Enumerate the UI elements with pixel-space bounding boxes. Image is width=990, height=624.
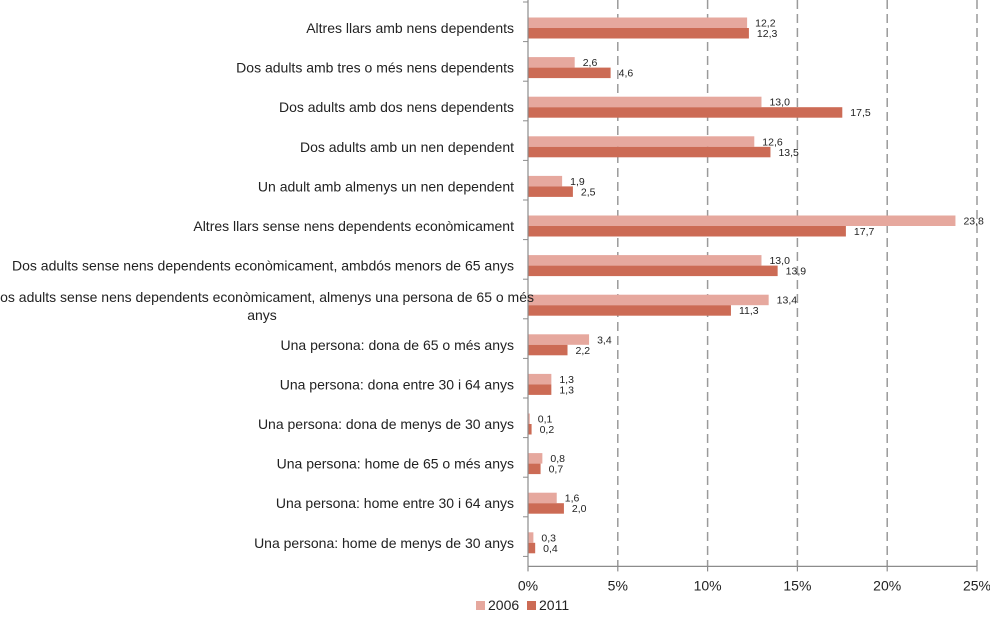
bar-2011: [528, 305, 731, 316]
bar-2011: [528, 186, 573, 197]
data-label-2011: 0,4: [543, 543, 558, 555]
bar-2011: [528, 265, 778, 277]
x-tick-label: 15%: [783, 577, 811, 593]
category-label: Dos adults sense nens dependents econòmi…: [12, 258, 514, 274]
category-label: Altres llars amb nens dependents: [306, 20, 514, 36]
data-label-2006: 0,8: [550, 453, 565, 465]
bar-2006: [528, 255, 762, 266]
bar-2011: [528, 146, 771, 158]
data-label-2006: 1,3: [559, 374, 574, 386]
data-label-2006: 0,1: [538, 414, 553, 426]
y-axis: [523, 0, 978, 572]
data-label-2011: 1,3: [559, 384, 574, 396]
bar-2011: [528, 344, 568, 356]
category-label: Un adult amb almenys un nen dependent: [258, 178, 514, 194]
bar-2006: [528, 532, 534, 543]
data-label-2011: 17,7: [854, 226, 875, 238]
category-label: Dos adults sense nens dependents econòmi…: [0, 289, 534, 323]
data-label-2011: 2,5: [581, 186, 596, 198]
bar-2011: [528, 463, 541, 475]
data-label-2011: 11,3: [739, 305, 759, 317]
legend-swatch-2006: [476, 601, 485, 610]
bar-2006: [528, 136, 755, 147]
category-label: Altres llars sense nens dependents econò…: [193, 218, 514, 234]
bar-2006: [528, 215, 956, 226]
data-label-2006: 2,6: [583, 57, 598, 69]
data-label-2006: 13,0: [769, 97, 790, 109]
bar-2011: [528, 542, 536, 554]
bar-2006: [528, 453, 543, 464]
bar-2006: [528, 492, 557, 504]
data-label-2006: 13,0: [769, 255, 790, 267]
bars: [528, 17, 956, 554]
data-labels: 12,212,3 2,6 4,6 13,0 17,5 12,613,5 1,92,5 23,8…: [538, 18, 984, 555]
category-label: Una persona: dona entre 30 i 64 anys: [280, 376, 514, 392]
category-label: Una persona: home de 65 o més anys: [277, 456, 514, 472]
data-label-2011: 4,6: [619, 68, 634, 80]
bar-2006: [528, 17, 748, 28]
bar-2011: [528, 107, 843, 118]
data-label-2006: 12,2: [755, 18, 776, 30]
data-label-2011: 2,0: [572, 503, 587, 515]
category-labels: Altres llars amb nens dependents Dos adul…: [0, 20, 534, 551]
bar-2011: [528, 384, 552, 395]
category-label: Dos adults amb dos nens dependents: [279, 99, 514, 115]
legend-label-2011: 2011: [539, 597, 569, 613]
data-label-2006: 1,9: [570, 176, 585, 188]
category-label: Una persona: dona de menys de 30 anys: [258, 416, 514, 432]
data-label-2006: 12,6: [762, 136, 783, 148]
bar-2006: [528, 334, 590, 345]
bar-2006: [528, 175, 563, 187]
data-label-2006: 23,8: [963, 216, 984, 228]
bar-2006: [528, 413, 530, 424]
legend-swatch-2011: [527, 601, 536, 610]
bar-2006: [528, 57, 575, 68]
data-label-2011: 17,5: [850, 107, 871, 119]
bar-2011: [528, 226, 846, 237]
x-tick-label: 10%: [694, 577, 722, 593]
data-label-2006: 13,4: [777, 295, 798, 307]
bar-2006: [528, 96, 762, 108]
data-label-2006: 0,3: [541, 532, 556, 544]
data-label-2011: 0,7: [549, 464, 564, 476]
x-tick-label: 0%: [518, 577, 538, 593]
category-label: Dos adults amb un nen dependent: [300, 139, 514, 155]
data-label-2011: 2,2: [576, 345, 591, 357]
category-label: Dos adults amb tres o més nens dependent…: [236, 60, 514, 76]
data-label-2011: 13,9: [786, 266, 807, 278]
legend-label-2006: 2006: [488, 597, 519, 613]
bar-2006: [528, 373, 552, 385]
data-label-2011: 12,3: [757, 28, 778, 40]
data-label-2011: 0,2: [540, 424, 555, 436]
x-axis-tick-labels: 0% 5% 10% 15% 20% 25%: [518, 577, 990, 593]
x-tick-label: 5%: [608, 577, 628, 593]
category-label: Una persona: home entre 30 i 64 anys: [276, 495, 514, 511]
data-label-2006: 1,6: [565, 493, 580, 505]
bar-2006: [528, 294, 769, 306]
data-label-2006: 3,4: [597, 334, 612, 346]
x-tick-label: 20%: [873, 577, 901, 593]
category-label: Una persona: dona de 65 o més anys: [281, 337, 515, 353]
bar-2011: [528, 424, 532, 435]
data-label-2011: 13,5: [778, 147, 799, 159]
category-label: Una persona: home de menys de 30 anys: [254, 535, 514, 551]
bar-2011: [528, 28, 749, 39]
legend: 2006 2011: [476, 597, 569, 613]
grid-lines: [617, 0, 978, 567]
bar-2011: [528, 67, 611, 79]
bar-2011: [528, 503, 564, 514]
x-tick-label: 25%: [963, 577, 990, 593]
